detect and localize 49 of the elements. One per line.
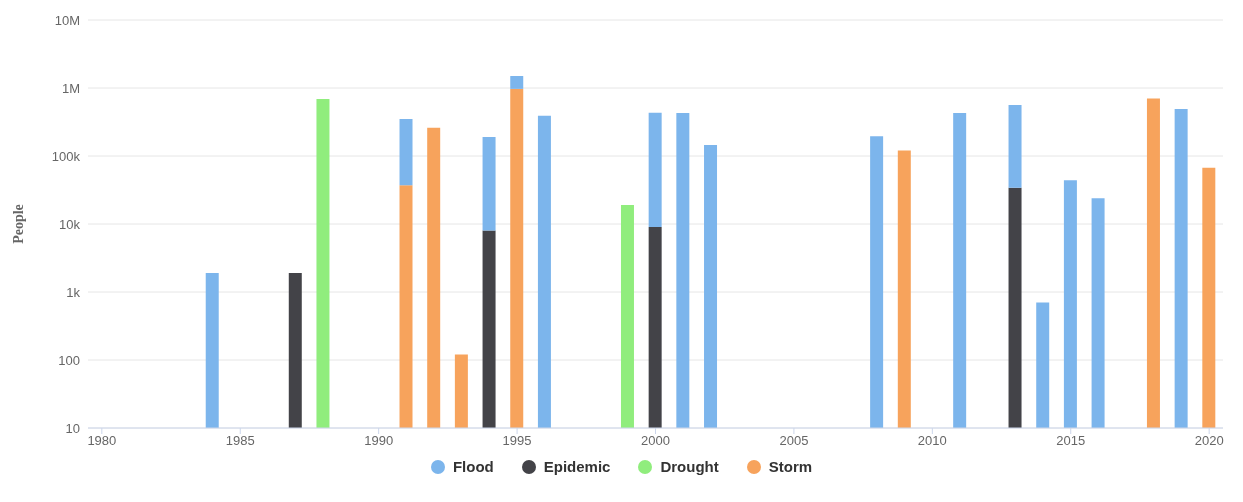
x-tick-label: 1995 (502, 433, 532, 449)
y-tick-label: 10M (54, 12, 80, 28)
bar (1091, 198, 1105, 428)
bar (454, 354, 468, 428)
bar (620, 205, 634, 428)
bar (1008, 187, 1022, 428)
y-tick-label: 1k (66, 284, 81, 300)
x-tick-label: 1980 (87, 433, 117, 449)
x-tick-label: 1990 (364, 433, 394, 449)
y-tick-label: 100 (58, 352, 80, 368)
bar (870, 136, 884, 428)
bar (510, 76, 524, 89)
bar (1202, 167, 1216, 428)
bar (537, 115, 551, 428)
y-tick-label: 10 (65, 420, 80, 436)
bar (953, 112, 967, 428)
y-tick-label: 1M (61, 80, 80, 96)
legend-label: Flood (452, 458, 494, 475)
x-tick-label: 2020 (1194, 433, 1224, 449)
bar (482, 137, 496, 231)
x-tick-label: 2000 (641, 433, 670, 449)
bar (205, 273, 219, 428)
bar (510, 88, 524, 428)
x-tick-label: 2015 (1056, 433, 1086, 449)
legend-label: Drought (660, 458, 719, 475)
bar (1036, 302, 1050, 428)
bar (1146, 98, 1160, 428)
bar (648, 227, 662, 428)
bar (1008, 105, 1022, 188)
bar (316, 98, 330, 428)
x-tick-label: 2010 (917, 433, 947, 449)
bar (676, 112, 690, 428)
bar (427, 127, 441, 428)
legend-label: Epidemic (543, 458, 611, 475)
bar (897, 150, 911, 428)
bar (704, 145, 718, 428)
bar (1174, 109, 1188, 428)
y-axis-title: People (10, 204, 26, 244)
y-tick-label: 100k (51, 148, 81, 164)
x-tick-label: 2005 (779, 433, 809, 449)
y-tick-label: 10k (59, 216, 81, 232)
bar (648, 112, 662, 228)
bar (399, 119, 413, 186)
legend-label: Storm (768, 458, 813, 475)
bar (482, 230, 496, 428)
x-tick-label: 1985 (225, 433, 255, 449)
bar (288, 273, 302, 428)
bar (399, 185, 413, 428)
bar (1063, 180, 1077, 428)
